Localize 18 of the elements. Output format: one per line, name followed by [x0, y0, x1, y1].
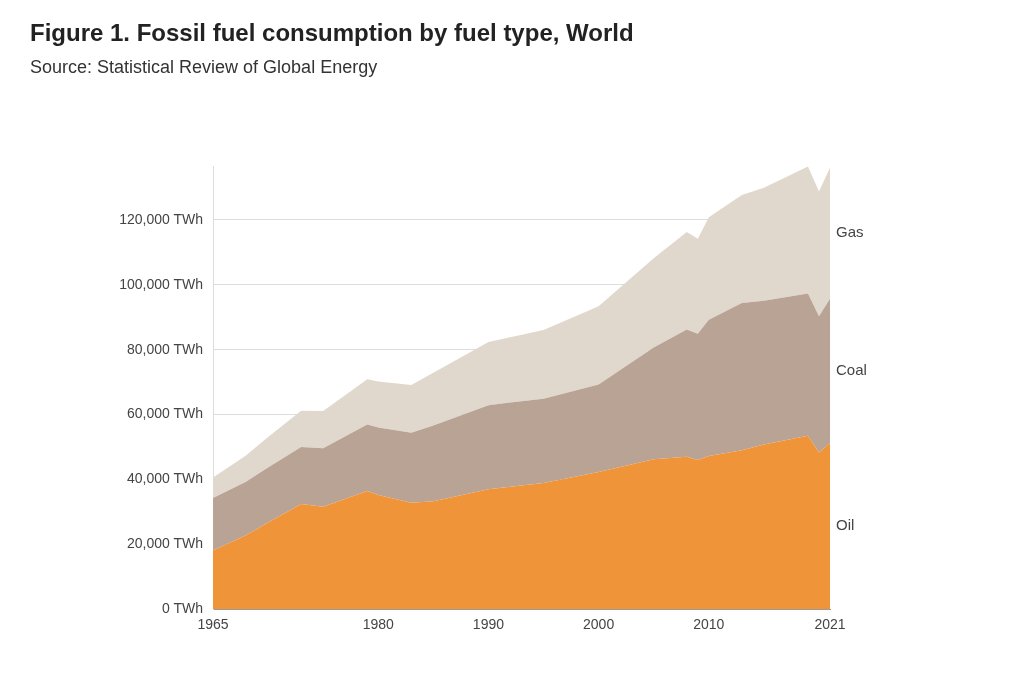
y-tick-label: 80,000 TWh: [126, 340, 203, 357]
x-tick-label: 1965: [197, 616, 229, 633]
y-tick-label: 120,000 TWh: [119, 210, 203, 227]
x-tick-label: 2021: [814, 616, 846, 633]
y-tick-label: 0 TWh: [162, 600, 203, 617]
series-label: Oil: [836, 516, 855, 534]
y-tick-label: 40,000 TWh: [126, 470, 203, 487]
source-note: Source: Statistical Review of Global Energy: [30, 56, 378, 77]
y-tick-label: 60,000 TWh: [126, 405, 203, 422]
y-tick-label: 20,000 TWh: [126, 535, 203, 552]
x-tick-label: 2010: [693, 616, 725, 633]
y-tick-label: 100,000 TWh: [119, 275, 203, 292]
x-tick-label: 1990: [472, 616, 505, 633]
x-tick-label: 1980: [362, 616, 395, 633]
series-label: Coal: [836, 361, 867, 379]
x-tick-label: 2000: [583, 616, 615, 633]
series-label: Gas: [836, 223, 864, 241]
chart-title: Figure 1. Fossil fuel consumption by fuel type, World: [30, 19, 634, 47]
